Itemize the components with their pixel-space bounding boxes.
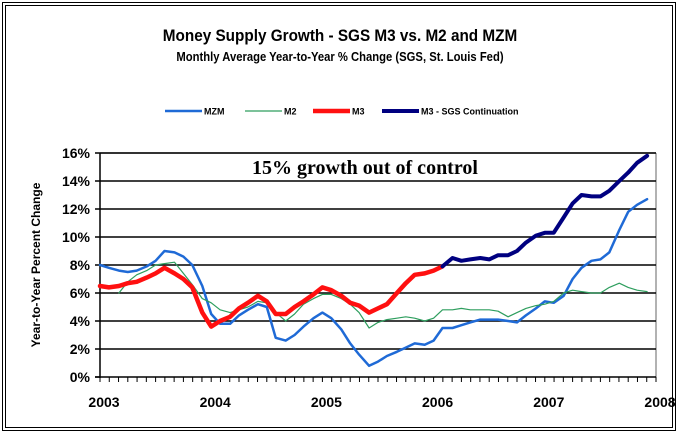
series-lines <box>97 153 650 368</box>
y-tick-label: 14% <box>62 173 91 189</box>
y-axis-label: Year-to-Year Percent Change <box>29 182 43 347</box>
series-line-m3-sgs-continuation <box>440 153 650 269</box>
legend-label: M3 <box>352 107 365 117</box>
legend-item-m3: M3 <box>313 107 365 117</box>
series-line-m3 <box>97 264 445 329</box>
legend-item-mzm: MZM <box>165 107 225 117</box>
gridlines <box>100 152 657 377</box>
legend: MZM M2 M3 M3 - SGS Continuation <box>165 107 519 117</box>
y-tick-label: 0% <box>70 369 91 385</box>
series-line-m2 <box>118 261 648 329</box>
chart-frame-inner <box>5 5 673 428</box>
annotation-text: 15% growth out of control <box>252 157 478 179</box>
chart-subtitle: Monthly Average Year-to-Year % Change (S… <box>176 50 504 64</box>
y-tick-label: 6% <box>70 285 91 301</box>
y-tick-label: 16% <box>62 145 91 161</box>
legend-item-m3-sgs-continuation: M3 - SGS Continuation <box>382 107 519 117</box>
x-tick-label: 2006 <box>422 394 453 410</box>
y-tick-label: 10% <box>62 229 91 245</box>
axes: 0% 2% 4% 6% 8% 10% 12% 14% 16% 2003 2004 2005 2006 20… <box>62 145 676 410</box>
x-tick-label: 2008 <box>644 394 675 410</box>
y-tick-label: 4% <box>70 313 91 329</box>
y-tick-label: 8% <box>70 257 91 273</box>
legend-label: M2 <box>284 107 297 117</box>
y-tick-label: 2% <box>70 341 91 357</box>
y-tick-label: 12% <box>62 201 91 217</box>
legend-label: MZM <box>204 107 225 117</box>
x-tick-label: 2005 <box>311 394 342 410</box>
chart-title: Money Supply Growth - SGS M3 vs. M2 and … <box>162 26 518 45</box>
x-tick-label: 2004 <box>200 394 231 410</box>
series-line-mzm <box>98 197 649 368</box>
legend-label: M3 - SGS Continuation <box>421 107 519 117</box>
x-tick-label: 2007 <box>533 394 564 410</box>
x-tick-label: 2003 <box>88 394 119 410</box>
legend-item-m2: M2 <box>245 107 297 117</box>
